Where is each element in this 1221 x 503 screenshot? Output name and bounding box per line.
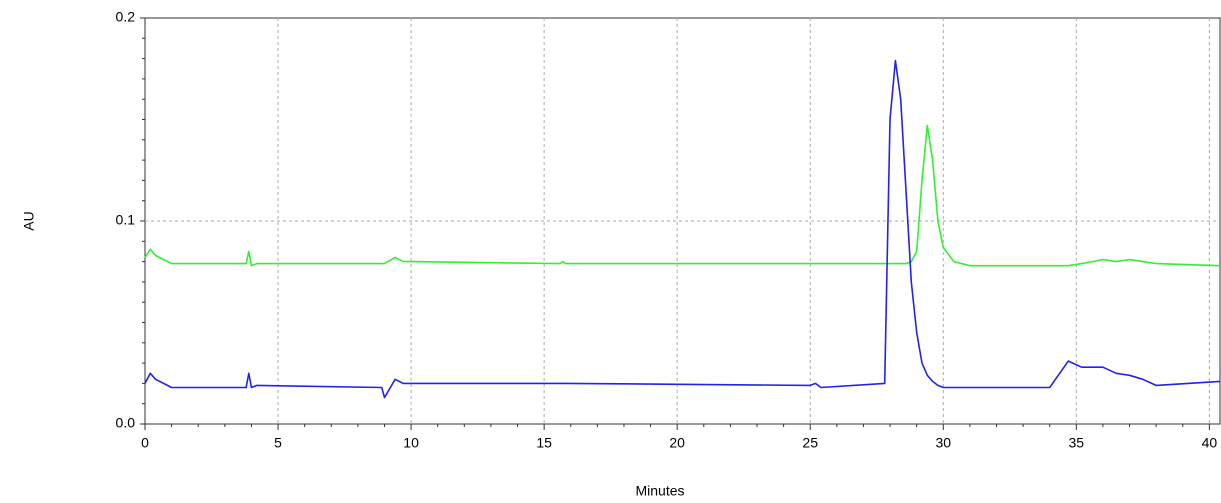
series-line [144, 124, 1221, 267]
x-tick-label: 25 [802, 435, 818, 451]
y-tick-label: 0.2 [116, 9, 136, 25]
x-axis-label: Minutes [635, 483, 684, 499]
y-axis-label: AU [21, 211, 37, 230]
x-tick-label: 0 [141, 435, 149, 451]
y-tick-label: 0.1 [116, 212, 136, 228]
y-tick-label: 0.0 [116, 415, 136, 431]
x-tick-label: 20 [669, 435, 685, 451]
x-tick-label: 15 [536, 435, 552, 451]
x-tick-label: 35 [1069, 435, 1085, 451]
x-tick-label: 5 [274, 435, 282, 451]
x-tick-label: 10 [403, 435, 419, 451]
x-tick-label: 40 [1202, 435, 1218, 451]
x-tick-label: 30 [935, 435, 951, 451]
series-line [144, 59, 1221, 399]
